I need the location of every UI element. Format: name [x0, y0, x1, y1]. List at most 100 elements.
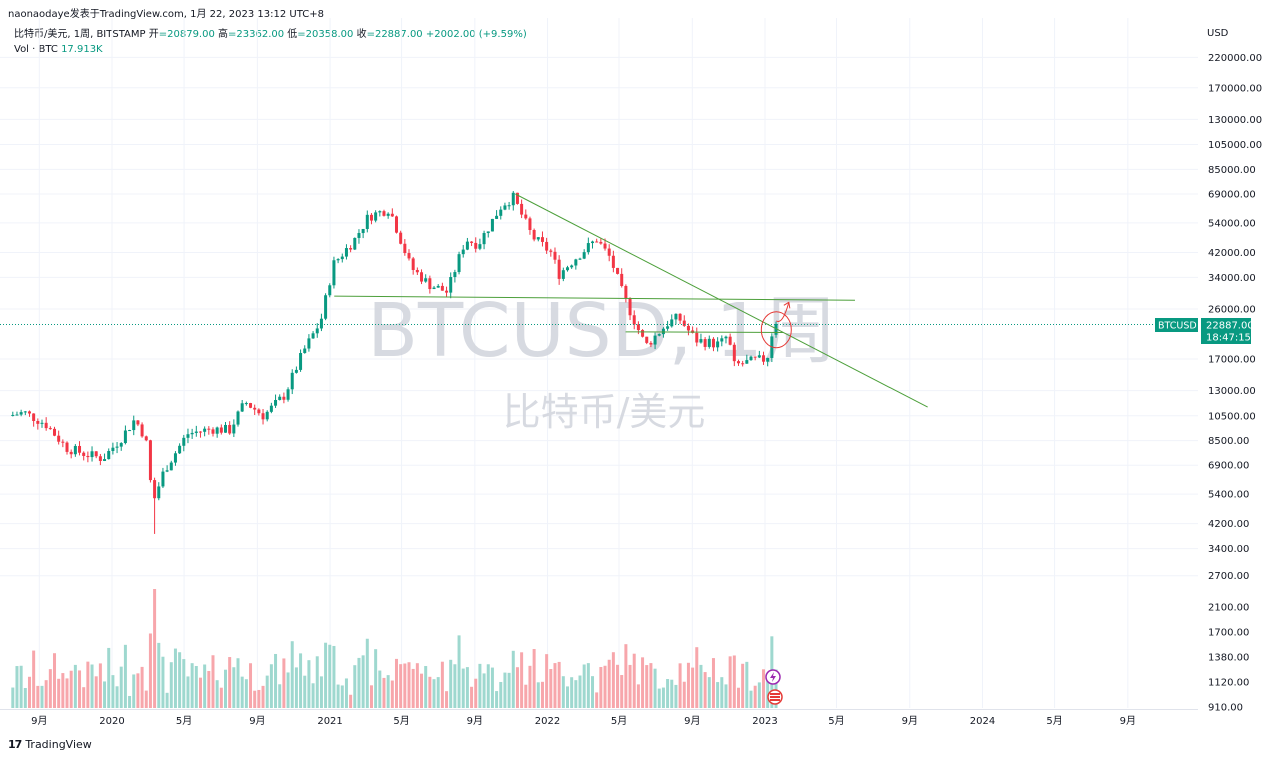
volume-bar — [294, 667, 298, 708]
volume-bar — [249, 663, 253, 708]
volume-bar — [357, 657, 361, 708]
candle-body — [703, 339, 707, 347]
volume-bar — [290, 641, 294, 708]
volume-bar — [549, 669, 553, 708]
volume-bar — [716, 682, 720, 708]
candle-body — [48, 428, 52, 430]
volume-bar — [691, 667, 695, 708]
candle-body — [736, 361, 740, 364]
time-axis[interactable]: 9月 2020 5月 9月 2021 5月 9月 2022 5月 9月 2023 5月 9月 2024 5月… — [0, 709, 1198, 728]
horizontal-drawing[interactable] — [625, 331, 784, 333]
ohlc-row: 比特币/美元, 1周, BITSTAMP 开=20879.00 高=23362.… — [14, 27, 527, 42]
candle-body — [682, 320, 686, 326]
volume-bar — [132, 674, 136, 708]
volume-bar — [478, 663, 482, 708]
volume-bar — [449, 659, 453, 708]
candle-body — [140, 424, 144, 437]
volume-bar — [616, 664, 620, 708]
candle-body — [649, 342, 653, 345]
volume-bar — [745, 661, 749, 708]
volume-bar — [144, 690, 148, 708]
candle-body — [624, 285, 628, 299]
candle-body — [436, 285, 440, 288]
volume-bar — [115, 686, 119, 708]
trendline-drawing[interactable] — [515, 193, 928, 408]
candle-body — [453, 272, 457, 278]
candle-body — [228, 424, 232, 434]
candle-body — [699, 339, 703, 343]
watermark-symbol: BTCUSD, 1周 — [367, 288, 837, 374]
us-flag-icon — [770, 693, 780, 701]
volume-bar — [674, 684, 678, 708]
volume-bar — [407, 662, 411, 708]
tradingview-logo[interactable]: 17 TradingView — [8, 738, 92, 751]
volume-bar — [257, 689, 261, 708]
y-tick-label: 1120.00 — [1208, 678, 1249, 689]
y-tick-label: 8500.00 — [1208, 436, 1249, 447]
volume-bar — [57, 678, 61, 708]
volume-bar — [278, 684, 282, 708]
volume-bars — [11, 589, 778, 708]
volume-label[interactable]: Vol · BTC — [14, 44, 58, 55]
candle-body — [599, 241, 603, 244]
volume-bar — [757, 682, 761, 708]
candle-body — [69, 451, 73, 455]
y-tick-label: 220000.00 — [1208, 53, 1262, 64]
candle-body — [545, 241, 549, 251]
volume-bar — [361, 655, 365, 708]
candle-body — [595, 241, 599, 243]
candle-body — [661, 328, 665, 335]
volume-bar — [678, 663, 682, 708]
x-tick-label: 5月 — [611, 715, 627, 727]
volume-bar — [582, 664, 586, 708]
volume-bar — [386, 675, 390, 708]
candle-body — [194, 431, 198, 433]
candle-body — [732, 344, 736, 362]
symbol-description[interactable]: 比特币/美元, 1周, BITSTAMP — [14, 29, 146, 40]
candle-body — [386, 213, 390, 216]
candle-body — [274, 399, 278, 406]
candle-body — [53, 428, 57, 436]
volume-bar — [645, 665, 649, 708]
volume-bar — [73, 664, 77, 708]
candle-body — [23, 411, 27, 413]
circle-annotation[interactable] — [760, 311, 792, 349]
candle-body — [365, 214, 369, 229]
candle-body — [411, 258, 415, 270]
volume-bar — [11, 687, 15, 708]
candle-body — [515, 192, 519, 204]
volume-bar — [474, 678, 478, 708]
candle-body — [265, 411, 269, 420]
candle-body — [399, 232, 403, 244]
event-markers[interactable] — [765, 669, 783, 705]
volume-bar — [557, 661, 561, 708]
candle-body — [324, 295, 328, 319]
candle-body — [574, 259, 578, 266]
price-axis[interactable]: USD 220000.00 170000.00 130000.00 105000.00… — [1207, 28, 1262, 714]
volume-bar — [495, 691, 499, 708]
candle-body — [449, 277, 453, 293]
y-tick-label: 85000.00 — [1208, 165, 1256, 176]
volume-bar — [511, 650, 515, 708]
price-tag-countdown: 18:47:15 — [1206, 333, 1251, 344]
arrow-annotation[interactable] — [776, 302, 790, 322]
candle-body — [578, 258, 582, 260]
volume-bar — [178, 652, 182, 708]
candle-body — [403, 243, 407, 254]
volume-bar — [44, 680, 48, 708]
volume-bar — [741, 663, 745, 708]
volume-bar — [641, 657, 645, 708]
volume-bar — [503, 672, 507, 708]
volume-bar — [253, 690, 257, 708]
candle-body — [299, 353, 303, 370]
volume-bar — [411, 668, 415, 708]
open-label: 开 — [148, 29, 159, 40]
volume-bar — [157, 642, 161, 708]
y-tick-label: 26000.00 — [1208, 304, 1256, 315]
horizontal-drawing[interactable] — [334, 295, 855, 301]
volume-bar — [190, 663, 194, 708]
publisher-text: naonaodaye发表于TradingView.com, — [8, 9, 187, 20]
volume-bar — [282, 658, 286, 708]
candle-body — [349, 248, 353, 250]
